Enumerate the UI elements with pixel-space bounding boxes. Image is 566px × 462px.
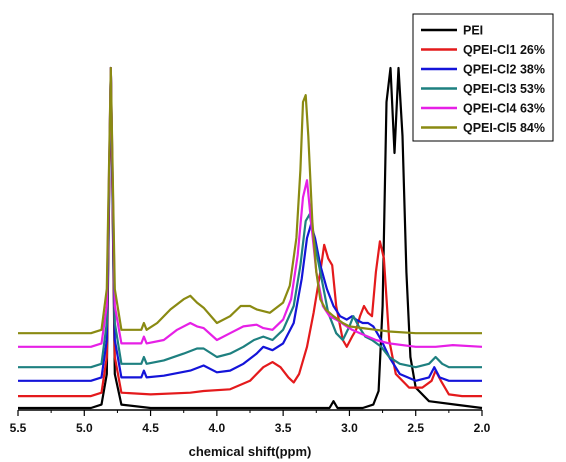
series-line-2: [18, 66, 482, 398]
plot-area: 5.5 5.0 4.5 4.0 3.5 3.0 2.5 2.0: [10, 66, 491, 435]
x-tick-label: 3.5: [275, 421, 292, 435]
x-axis-title: chemical shift(ppm): [189, 444, 312, 459]
legend-label-3: QPEI-Cl2 38%: [463, 63, 545, 77]
legend-label-1: PEI: [463, 24, 483, 38]
x-axis-ticks: 5.5 5.0 4.5 4.0 3.5 3.0 2.5 2.0: [10, 410, 491, 435]
x-tick-label: 5.0: [76, 421, 93, 435]
legend-label-4: QPEI-Cl3 53%: [463, 82, 545, 96]
legend-label-5: QPEI-Cl4 63%: [463, 102, 545, 116]
series-line-1: [18, 66, 483, 410]
x-tick-label: 4.0: [209, 421, 226, 435]
legend-label-2: QPEI-Cl1 26%: [463, 43, 545, 57]
legend-items: PEI QPEI-Cl1 26% QPEI-Cl2 38% QPEI-Cl3 53% Q…: [421, 24, 545, 135]
x-tick-label: 4.5: [142, 421, 159, 435]
series-line-4: [18, 66, 482, 369]
x-tick-label: 5.5: [10, 421, 27, 435]
x-tick-label: 3.0: [341, 421, 358, 435]
x-tick-label: 2.5: [407, 421, 424, 435]
series-layer: [18, 66, 483, 410]
legend-label-6: QPEI-Cl5 84%: [463, 121, 545, 135]
series-line-6: [18, 66, 482, 335]
legend-box: [412, 13, 554, 142]
x-tick-label: 2.0: [474, 421, 491, 435]
series-line-5: [18, 66, 483, 348]
legend: PEI QPEI-Cl1 26% QPEI-Cl2 38% QPEI-Cl3 53% Q…: [412, 13, 554, 142]
